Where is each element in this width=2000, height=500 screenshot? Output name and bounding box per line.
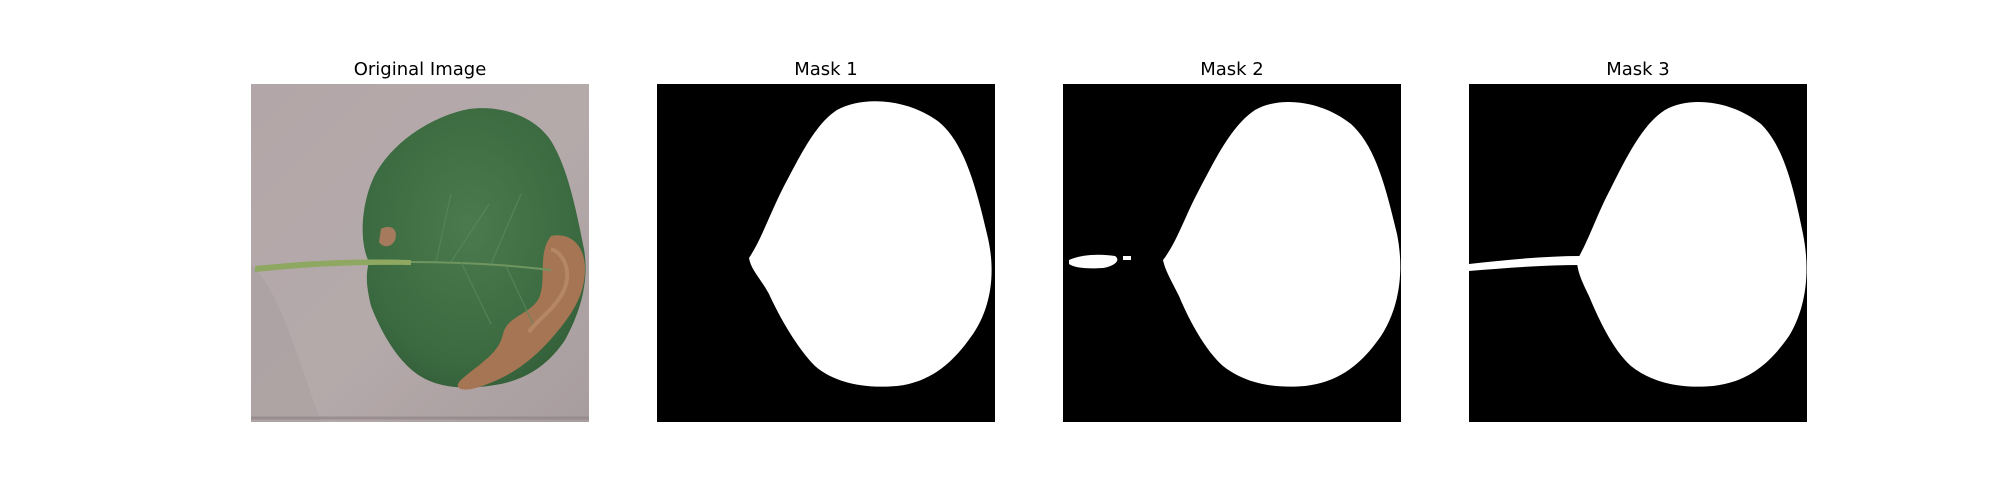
- mask-2-panel: Mask 2: [1063, 58, 1401, 428]
- panel-title-mask-1: Mask 1: [794, 59, 858, 80]
- mask-3-stem: [1469, 256, 1581, 271]
- mask-1-panel: Mask 1: [657, 58, 995, 428]
- original-image-photo: [251, 84, 589, 422]
- panel-title-mask-2: Mask 2: [1200, 59, 1264, 80]
- mask-2-region: [1163, 101, 1401, 387]
- original-image-panel: Original Image: [251, 58, 589, 428]
- leaf-stem: [255, 259, 411, 272]
- mask-2-stem-fragment: [1069, 254, 1118, 269]
- panel-title-mask-3: Mask 3: [1606, 59, 1670, 80]
- mask-1-image: [657, 84, 995, 422]
- mask-1-region: [749, 101, 992, 387]
- mask-2-image: [1063, 84, 1401, 422]
- mask-3-panel: Mask 3: [1469, 58, 1807, 428]
- leaf-spot: [379, 226, 396, 247]
- mask-3-region: [1577, 101, 1807, 387]
- leaf-lesion: [457, 235, 585, 390]
- leaf-midrib: [410, 261, 552, 271]
- panel-title-original-image: Original Image: [353, 59, 487, 80]
- mask-3-image: [1469, 84, 1807, 422]
